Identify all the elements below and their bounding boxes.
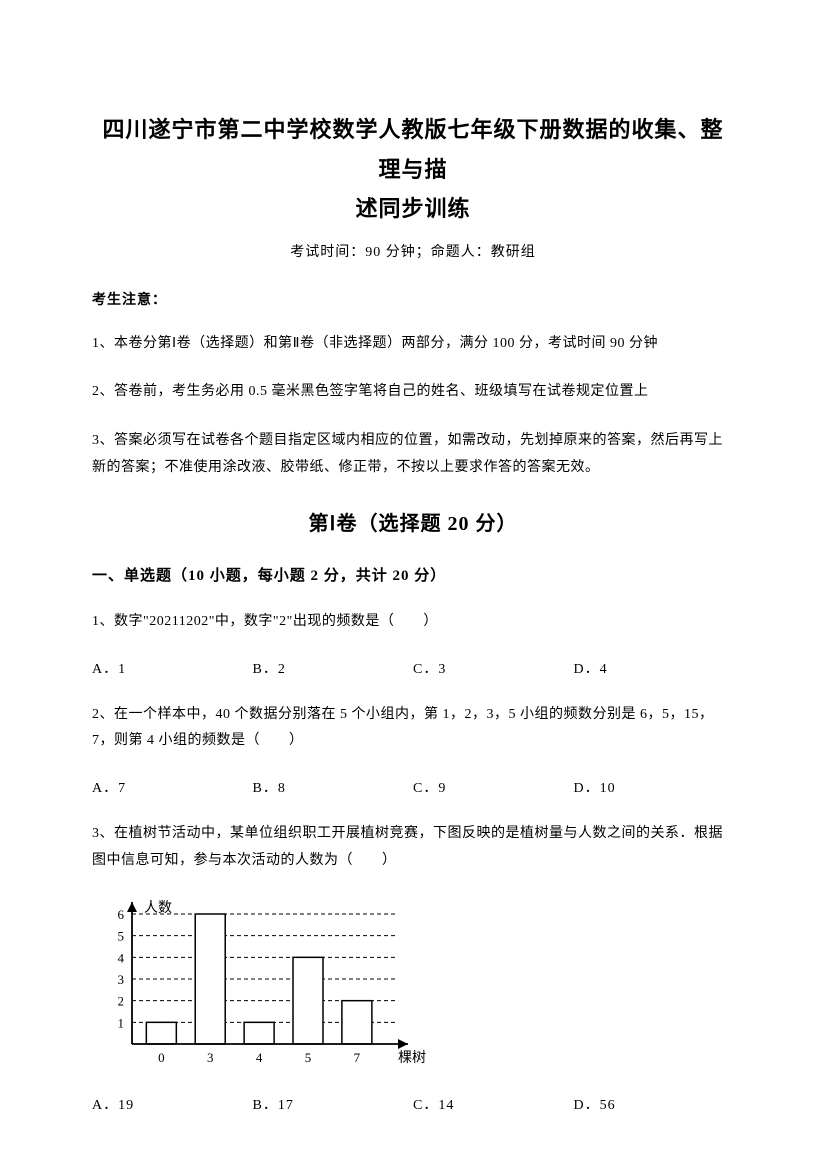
notice-heading: 考生注意：	[92, 289, 734, 309]
q2-option-b: B．8	[253, 777, 414, 797]
svg-text:5: 5	[305, 1050, 312, 1065]
q2-option-d: D．10	[574, 777, 735, 797]
q1-option-d: D．4	[574, 658, 735, 678]
svg-text:6: 6	[118, 907, 125, 922]
q1-option-c: C．3	[413, 658, 574, 678]
question-type-heading: 一、单选题（10 小题，每小题 2 分，共计 20 分）	[92, 564, 734, 585]
question-3-chart: 1 2 3 4 5 6 0 3 4 5 7 人数棵树	[96, 892, 734, 1072]
svg-text:2: 2	[118, 994, 125, 1009]
svg-text:3: 3	[207, 1050, 214, 1065]
exam-title-line2: 述同步训练	[92, 189, 734, 229]
q1-option-a: A．1	[92, 658, 253, 678]
q1-option-b: B．2	[253, 658, 414, 678]
svg-text:4: 4	[256, 1050, 263, 1065]
q2-option-a: A．7	[92, 777, 253, 797]
exam-info: 考试时间：90 分钟；命题人：教研组	[92, 241, 734, 261]
question-1-options: A．1 B．2 C．3 D．4	[92, 658, 734, 678]
exam-title-line1: 四川遂宁市第二中学校数学人教版七年级下册数据的收集、整理与描	[92, 110, 734, 189]
q3-option-b: B．17	[253, 1094, 414, 1114]
q3-option-a: A．19	[92, 1094, 253, 1114]
svg-text:0: 0	[158, 1050, 165, 1065]
question-2: 2、在一个样本中，40 个数据分别落在 5 个小组内，第 1，2，3，5 小组的…	[92, 702, 734, 755]
question-3-options: A．19 B．17 C．14 D．56	[92, 1094, 734, 1114]
bar-chart: 1 2 3 4 5 6 0 3 4 5 7 人数棵树	[96, 892, 436, 1072]
question-1: 1、数字"20211202"中，数字"2"出现的频数是（ ）	[92, 609, 734, 636]
notice-item-3: 3、答案必须写在试卷各个题目指定区域内相应的位置，如需改动，先划掉原来的答案，然…	[92, 428, 734, 481]
q3-option-d: D．56	[574, 1094, 735, 1114]
svg-text:1: 1	[118, 1015, 125, 1030]
svg-text:棵树: 棵树	[398, 1050, 426, 1066]
q2-option-c: C．9	[413, 777, 574, 797]
q3-option-c: C．14	[413, 1094, 574, 1114]
section-heading: 第Ⅰ卷（选择题 20 分）	[92, 507, 734, 536]
svg-text:4: 4	[118, 950, 125, 965]
notice-item-1: 1、本卷分第Ⅰ卷（选择题）和第Ⅱ卷（非选择题）两部分，满分 100 分，考试时间…	[92, 331, 734, 358]
svg-text:5: 5	[118, 929, 125, 944]
svg-text:7: 7	[354, 1050, 361, 1065]
svg-text:人数: 人数	[144, 900, 172, 916]
question-3: 3、在植树节活动中，某单位组织职工开展植树竞赛，下图反映的是植树量与人数之间的关…	[92, 821, 734, 874]
svg-text:3: 3	[118, 972, 125, 987]
question-2-options: A．7 B．8 C．9 D．10	[92, 777, 734, 797]
notice-item-2: 2、答卷前，考生务必用 0.5 毫米黑色签字笔将自己的姓名、班级填写在试卷规定位…	[92, 379, 734, 406]
